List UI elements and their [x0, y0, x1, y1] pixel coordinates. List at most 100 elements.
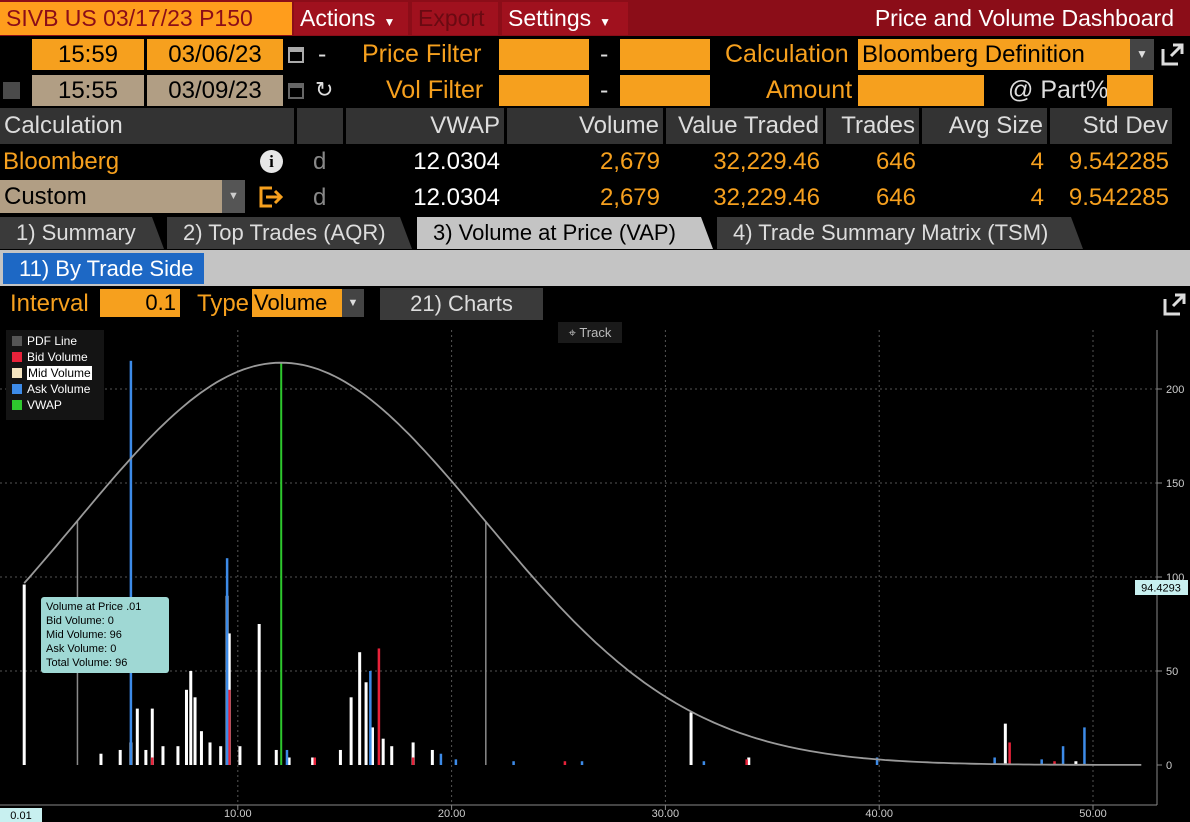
popout-icon[interactable]	[1162, 291, 1188, 317]
row-vwap: 12.0304	[413, 184, 500, 211]
chart-grid	[0, 330, 1157, 805]
volume-bar	[411, 757, 415, 765]
legend-mid-swatch	[12, 368, 22, 378]
type-select[interactable]: Volume	[252, 289, 342, 317]
info-icon[interactable]: i	[260, 150, 283, 173]
amount-field[interactable]	[858, 75, 984, 106]
custom-calc-select[interactable]: Custom	[0, 180, 222, 213]
volume-bar	[135, 708, 139, 765]
security-ticker[interactable]: SIVB US 03/17/23 P150	[0, 2, 292, 35]
pdf-guides	[76, 520, 692, 765]
start-time-field[interactable]: 15:59	[32, 39, 144, 70]
tab-top-trades[interactable]: 2) Top Trades (AQR)	[167, 217, 412, 249]
volume-bar	[439, 753, 443, 765]
x-tick-label: 40.00	[865, 808, 893, 820]
settings-menu[interactable]: Settings ▼	[502, 2, 628, 35]
tab-summary[interactable]: 1) Summary	[0, 217, 164, 249]
volume-bar	[1083, 727, 1086, 765]
amount-label: Amount	[766, 76, 853, 104]
calendar-icon[interactable]	[288, 80, 304, 100]
part-field[interactable]	[1107, 75, 1153, 106]
end-date-field[interactable]: 03/09/23	[147, 75, 283, 106]
vol-filter-max[interactable]	[620, 75, 710, 106]
volume-bar	[208, 742, 212, 765]
legend-pdf-swatch	[12, 336, 22, 346]
ask-volume-bars	[129, 360, 1086, 765]
row-value-traded: 32,229.46	[713, 148, 820, 175]
tooltip-title: Volume at Price .01	[46, 601, 142, 613]
settings-label: Settings	[508, 5, 592, 31]
volume-bar	[199, 731, 203, 765]
chevron-down-icon: ▼	[383, 15, 396, 29]
actions-label: Actions	[300, 5, 376, 31]
volume-bar	[377, 648, 381, 765]
y-tick-label: 200	[1166, 384, 1184, 396]
row-volume: 2,679	[599, 184, 660, 211]
chevron-down-icon[interactable]: ▼	[222, 180, 245, 213]
last-value-label: 94.4293	[1141, 583, 1181, 595]
price-filter-label: Price Filter	[362, 40, 482, 68]
tooltip-bid: Bid Volume: 0	[46, 615, 114, 627]
volume-bar	[1053, 761, 1056, 765]
volume-bar	[747, 757, 751, 765]
popout-icon[interactable]	[1160, 41, 1186, 67]
export-icon[interactable]	[258, 185, 286, 209]
chevron-down-icon[interactable]: ▼	[342, 289, 364, 317]
legend-vwap-swatch	[12, 400, 22, 410]
x-tick-label: 30.00	[652, 808, 680, 820]
pdf-line	[23, 361, 1142, 766]
volume-bar	[287, 757, 291, 765]
last-value-badge	[1135, 580, 1188, 595]
row-volume: 2,679	[599, 148, 660, 175]
volume-bar	[390, 746, 394, 765]
interval-label: Interval	[10, 290, 89, 317]
enable-checkbox[interactable]	[3, 82, 20, 99]
col-avg-size: Avg Size	[922, 108, 1047, 144]
track-button[interactable]: ⌖ Track	[558, 322, 622, 343]
subtab-by-trade-side[interactable]: 11) By Trade Side	[3, 253, 204, 284]
col-value-traded: Value Traded	[666, 108, 823, 144]
volume-bar	[349, 697, 353, 765]
chevron-down-icon[interactable]: ▼	[1130, 39, 1154, 70]
start-date-field[interactable]: 03/06/23	[147, 39, 283, 70]
end-time-field[interactable]: 15:55	[32, 75, 144, 106]
price-filter-max[interactable]	[620, 39, 710, 70]
tab-volume-at-price[interactable]: 3) Volume at Price (VAP)	[417, 217, 713, 249]
charts-button[interactable]: 21) Charts	[380, 288, 543, 320]
refresh-icon[interactable]: ↻	[315, 77, 334, 102]
volume-bar	[702, 761, 706, 765]
volume-bar	[338, 749, 342, 765]
volume-bar	[184, 689, 188, 765]
volume-bar	[285, 749, 289, 765]
row-std-dev: 9.542285	[1068, 148, 1169, 175]
volume-bar	[257, 624, 261, 765]
row-trades: 646	[875, 148, 916, 175]
tab-trade-summary-matrix[interactable]: 4) Trade Summary Matrix (TSM)	[717, 217, 1083, 249]
volume-bar	[176, 746, 180, 765]
volume-bar	[1003, 723, 1007, 765]
col-vwap: VWAP	[346, 108, 504, 144]
volume-bar	[238, 746, 242, 765]
interval-field[interactable]: 0.1	[100, 289, 180, 317]
calculation-label: Calculation	[725, 40, 849, 68]
calendar-icon[interactable]	[288, 44, 304, 64]
mid-volume-bars	[22, 584, 1078, 765]
price-filter-min[interactable]	[499, 39, 589, 70]
volume-bar	[369, 671, 372, 765]
volume-bar	[745, 759, 748, 765]
tooltip-ask: Ask Volume: 0	[46, 643, 117, 655]
actions-menu[interactable]: Actions ▼	[294, 2, 408, 35]
volume-bar	[563, 761, 567, 765]
tooltip-mid: Mid Volume: 96	[46, 629, 122, 641]
volume-bar	[454, 759, 458, 765]
volume-bar	[161, 746, 165, 765]
y-tick-label: 0	[1166, 760, 1172, 772]
legend-ask-swatch	[12, 384, 22, 394]
vol-filter-min[interactable]	[499, 75, 589, 106]
chart-legend: PDF Line Bid Volume Mid Volume Ask Volum…	[6, 330, 104, 420]
calculation-select[interactable]: Bloomberg Definition	[858, 39, 1130, 70]
volume-bar	[274, 749, 278, 765]
volume-bar	[151, 757, 154, 765]
chevron-down-icon: ▼	[599, 15, 611, 29]
